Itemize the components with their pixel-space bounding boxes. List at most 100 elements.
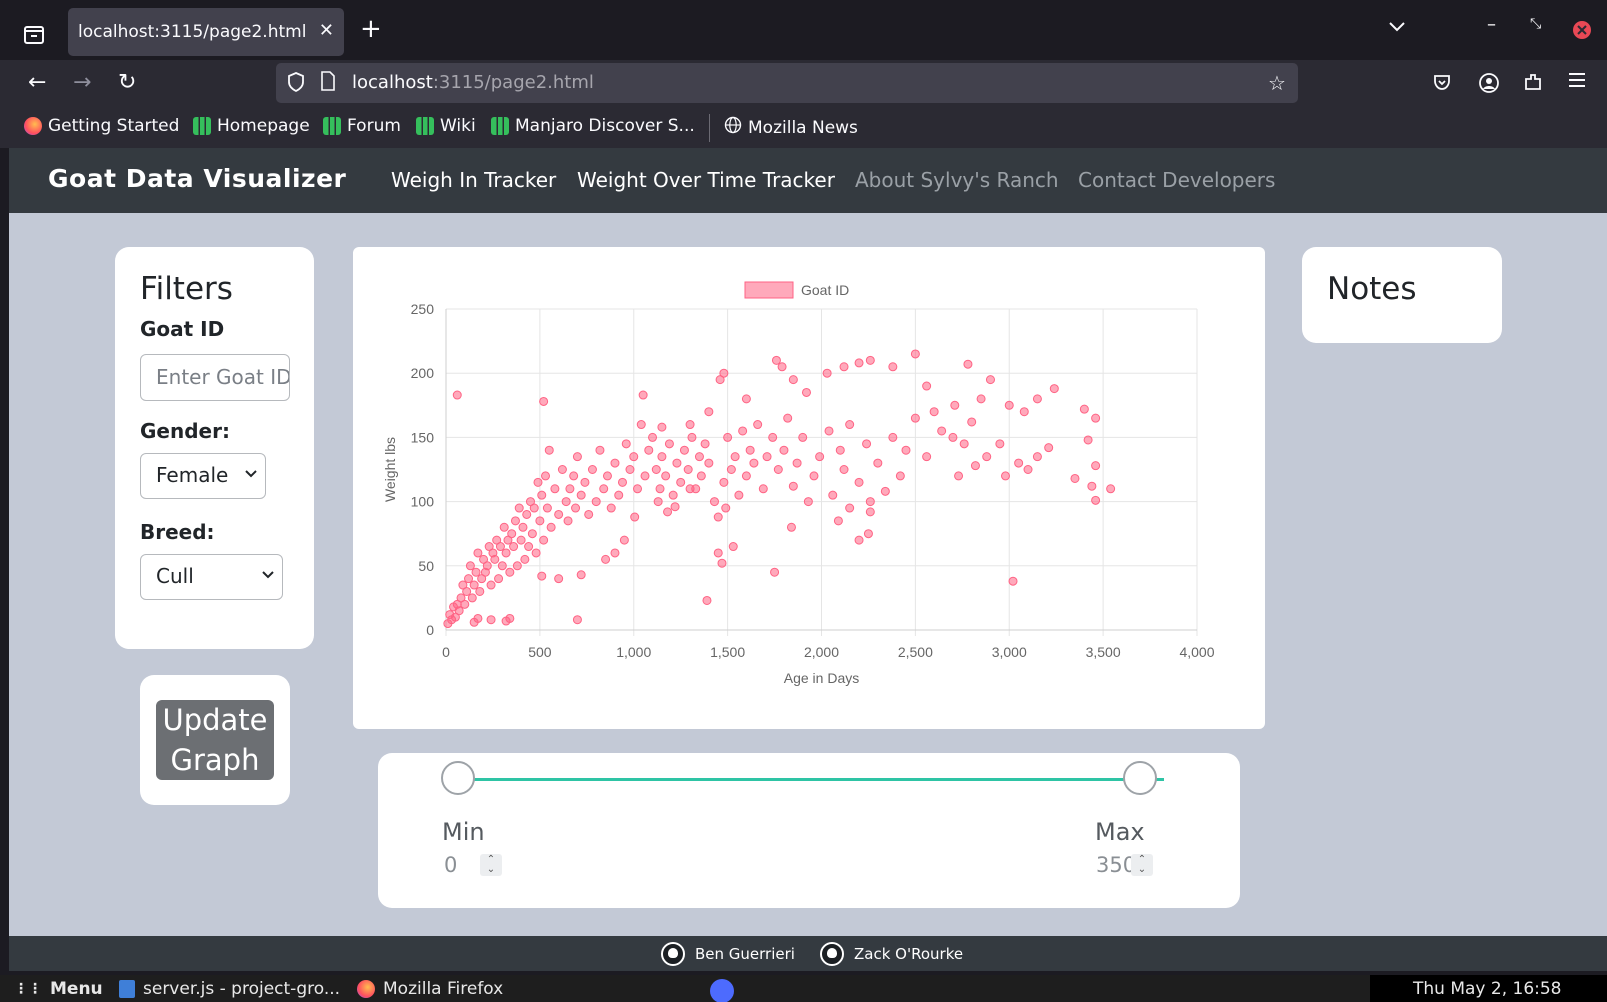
range-max-handle[interactable] <box>1123 761 1157 795</box>
chevron-down-icon[interactable] <box>1388 18 1406 39</box>
data-point <box>502 617 510 625</box>
data-point <box>545 446 553 454</box>
back-icon[interactable]: ← <box>28 70 46 96</box>
bookmark-wiki[interactable]: Wiki <box>416 116 476 136</box>
range-min-spinner[interactable]: ⌃ ⌄ <box>480 854 502 876</box>
contributor-link[interactable]: Zack O'Rourke <box>820 942 963 966</box>
forward-icon[interactable]: → <box>73 70 91 96</box>
data-point <box>705 408 713 416</box>
tray-app-icon[interactable] <box>710 979 734 1002</box>
data-point <box>468 594 476 602</box>
account-icon[interactable] <box>1478 72 1500 99</box>
gender-label: Gender: <box>140 419 230 443</box>
shield-icon[interactable] <box>286 71 306 98</box>
data-point <box>938 427 946 435</box>
bookmark-mozilla-news[interactable]: Mozilla News <box>724 116 858 139</box>
x-tick-label: 500 <box>528 644 552 660</box>
taskbar-item-label: server.js - project-gro... <box>143 979 340 999</box>
browser-tab[interactable]: localhost:3115/page2.html ✕ <box>68 8 344 56</box>
range-min-input[interactable]: 0 <box>444 853 457 877</box>
range-max-label: Max <box>1095 818 1145 846</box>
bookmark-manjaro-discover[interactable]: Manjaro Discover S... <box>491 116 695 136</box>
goat-id-input[interactable]: Enter Goat ID <box>140 354 290 401</box>
y-tick-label: 200 <box>411 365 435 381</box>
data-point <box>466 562 474 570</box>
nav-link-weigh-in-tracker[interactable]: Weigh In Tracker <box>391 168 556 192</box>
data-point <box>964 360 972 368</box>
data-point <box>573 453 581 461</box>
data-point <box>863 440 871 448</box>
taskbar-item-firefox[interactable]: Mozilla Firefox <box>357 979 503 999</box>
reload-icon[interactable]: ↻ <box>118 70 136 96</box>
data-point <box>949 433 957 441</box>
update-graph-button[interactable]: Update Graph <box>156 700 274 780</box>
data-point <box>983 453 991 461</box>
nav-link-about[interactable]: About Sylvy's Ranch <box>855 168 1059 192</box>
data-point <box>585 510 593 518</box>
data-point <box>472 568 480 576</box>
data-point <box>540 397 548 405</box>
data-point <box>528 530 536 538</box>
page-icon <box>320 71 336 96</box>
data-point <box>480 555 488 563</box>
new-tab-icon[interactable]: + <box>360 16 382 42</box>
data-point <box>829 491 837 499</box>
extensions-icon[interactable] <box>1523 72 1543 97</box>
range-min-handle[interactable] <box>441 761 475 795</box>
range-max-spinner[interactable]: ⌃ ⌄ <box>1131 854 1153 876</box>
data-point <box>1020 408 1028 416</box>
range-min-label: Min <box>442 818 485 846</box>
data-point <box>671 503 679 511</box>
bookmark-forum[interactable]: Forum <box>323 116 401 136</box>
data-point <box>951 401 959 409</box>
data-point <box>889 433 897 441</box>
data-point <box>656 485 664 493</box>
data-point <box>478 575 486 583</box>
site-brand[interactable]: Goat Data Visualizer <box>48 164 346 193</box>
data-point <box>611 549 619 557</box>
data-point <box>498 562 506 570</box>
nav-link-contact[interactable]: Contact Developers <box>1078 168 1275 192</box>
bookmark-homepage[interactable]: Homepage <box>193 116 310 136</box>
data-point <box>470 618 478 626</box>
taskbar-item-editor[interactable]: server.js - project-gro... <box>119 979 340 999</box>
data-point <box>600 485 608 493</box>
tab-list-icon[interactable] <box>16 16 52 52</box>
restore-icon[interactable]: ⤡ <box>1530 16 1541 32</box>
firefox-icon <box>357 980 375 998</box>
data-point <box>1015 459 1023 467</box>
data-point <box>622 440 630 448</box>
text-editor-icon <box>119 980 135 998</box>
data-point <box>504 536 512 544</box>
url-text[interactable]: localhost:3115/page2.html <box>352 72 594 93</box>
data-point <box>634 485 642 493</box>
data-point <box>968 418 976 426</box>
data-point <box>720 478 728 486</box>
contributor-link[interactable]: Ben Guerrieri <box>661 942 795 966</box>
contributor-name: Zack O'Rourke <box>854 945 963 963</box>
data-point <box>626 466 634 474</box>
breed-select[interactable]: Cull <box>140 554 283 600</box>
bookmark-getting-started[interactable]: Getting Started <box>24 116 179 136</box>
gender-select[interactable]: Female <box>140 453 266 499</box>
manjaro-icon <box>491 117 509 135</box>
close-window-icon[interactable] <box>1572 20 1592 45</box>
data-point <box>846 504 854 512</box>
data-point <box>1024 466 1032 474</box>
url-bar[interactable]: localhost:3115/page2.html ☆ <box>276 63 1298 103</box>
filters-card: Filters Goat ID Enter Goat ID Gender: Fe… <box>115 247 314 649</box>
data-point <box>742 472 750 480</box>
data-point <box>731 453 739 461</box>
pocket-icon[interactable] <box>1432 72 1452 97</box>
close-tab-icon[interactable]: ✕ <box>319 20 334 41</box>
menu-icon[interactable] <box>1568 72 1586 93</box>
minimize-icon[interactable]: – <box>1487 14 1496 35</box>
clock[interactable]: Thu May 2, 16:58 <box>1413 979 1562 999</box>
range-track[interactable] <box>464 778 1164 781</box>
nav-link-weight-over-time[interactable]: Weight Over Time Tracker <box>577 168 835 192</box>
start-menu-button[interactable]: ⋮⋮ Menu <box>14 979 103 999</box>
data-point <box>521 555 529 563</box>
bookmark-star-icon[interactable]: ☆ <box>1268 71 1286 95</box>
data-point <box>793 459 801 467</box>
data-point <box>536 517 544 525</box>
